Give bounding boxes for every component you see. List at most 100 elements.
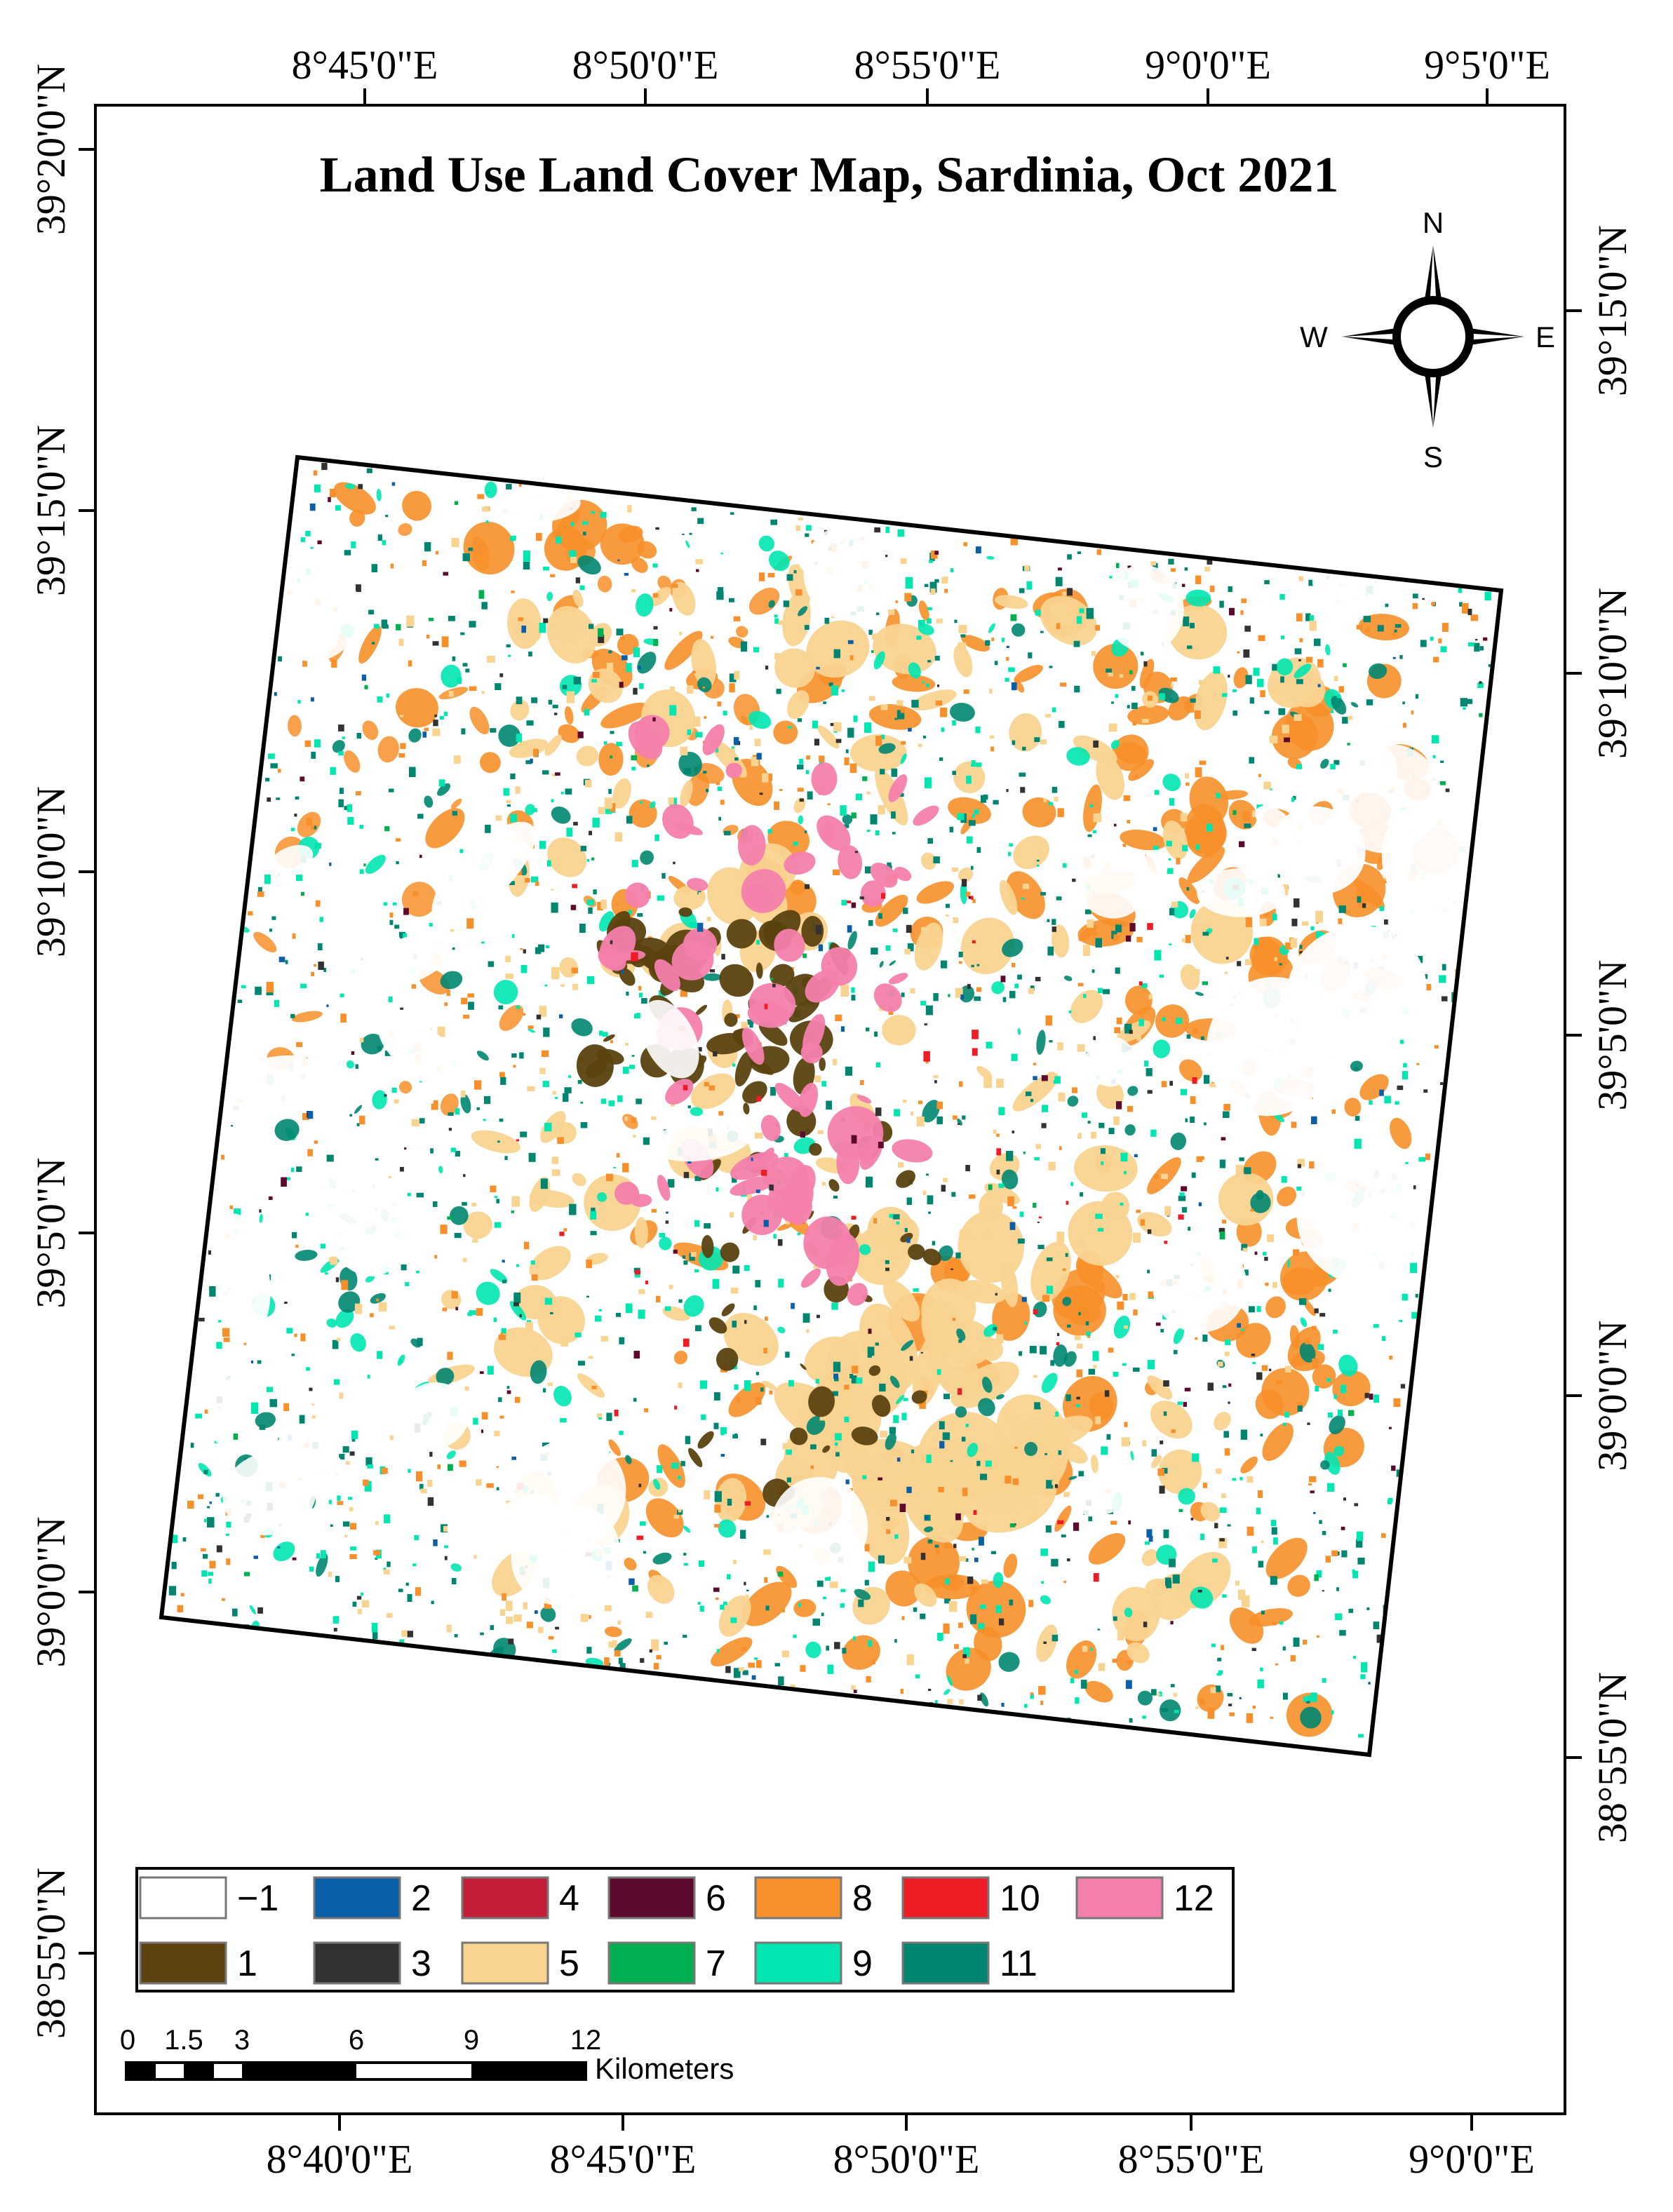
land-cover-pixel <box>1275 1663 1278 1666</box>
land-cover-patch <box>1189 776 1229 825</box>
land-cover-pixel <box>895 600 899 603</box>
land-cover-pixel <box>1336 694 1341 699</box>
land-cover-pixel <box>889 1427 896 1434</box>
land-cover-pixel <box>936 1369 941 1375</box>
land-cover-pixel <box>1115 967 1120 974</box>
land-cover-pixel <box>416 1270 419 1274</box>
land-cover-pixel <box>1242 1248 1248 1252</box>
land-cover-pixel <box>941 960 948 969</box>
land-cover-patch <box>346 1060 354 1069</box>
land-cover-pixel <box>1316 1570 1322 1578</box>
land-cover-pixel <box>840 985 849 997</box>
land-cover-pixel <box>1159 1485 1165 1494</box>
land-cover-pixel <box>645 1612 653 1618</box>
land-cover-patch <box>1137 1212 1172 1237</box>
land-cover-pixel <box>1198 1202 1202 1206</box>
land-cover-pixel <box>673 1514 680 1519</box>
land-cover-pixel <box>787 726 792 729</box>
land-cover-pixel <box>540 1178 548 1189</box>
land-cover-pixel <box>870 814 878 825</box>
land-cover-pixel <box>253 1556 258 1559</box>
land-cover-pixel <box>1186 1034 1191 1039</box>
land-cover-patch <box>817 725 840 749</box>
land-cover-pixel <box>1207 558 1213 565</box>
land-cover-pixel <box>551 889 554 891</box>
land-cover-pixel <box>378 1302 387 1312</box>
land-cover-patch <box>437 783 451 796</box>
land-cover-pixel <box>680 990 687 997</box>
land-cover-pixel <box>508 654 511 657</box>
land-cover-pixel <box>1299 638 1303 642</box>
land-cover-pixel <box>1001 638 1005 642</box>
land-cover-pixel <box>889 1213 894 1218</box>
land-cover-patch <box>701 1235 714 1258</box>
land-cover-pixel <box>683 1085 688 1091</box>
land-cover-pixel <box>703 771 707 774</box>
land-cover-pixel <box>432 641 439 646</box>
land-cover-pixel <box>1282 1646 1286 1651</box>
land-cover-pixel <box>1216 793 1221 798</box>
land-cover-pixel <box>1440 646 1447 652</box>
land-cover-pixel <box>939 1508 943 1511</box>
land-cover-pixel <box>451 947 455 950</box>
land-cover-pixel <box>1106 668 1112 673</box>
land-cover-pixel <box>267 1387 274 1392</box>
land-cover-pixel <box>873 1218 878 1224</box>
land-cover-pixel <box>1430 636 1434 641</box>
land-cover-pixel <box>490 1625 495 1631</box>
land-cover-patch <box>976 1065 993 1079</box>
scale-bar-tick-label: 9 <box>464 2025 479 2056</box>
land-cover-pixel <box>516 696 523 705</box>
land-cover-pixel <box>1125 1680 1132 1690</box>
land-cover-patch <box>811 762 838 796</box>
land-cover-pixel <box>866 1176 873 1188</box>
land-cover-pixel <box>974 996 981 1002</box>
land-cover-pixel <box>1240 610 1244 615</box>
land-cover-pixel <box>1101 1161 1104 1166</box>
land-cover-pixel <box>1279 1621 1284 1625</box>
land-cover-pixel <box>627 505 632 513</box>
land-cover-pixel <box>695 559 703 565</box>
land-cover-pixel <box>1144 1060 1149 1067</box>
land-cover-pixel <box>1203 1074 1210 1084</box>
land-cover-pixel <box>1357 1557 1365 1565</box>
land-cover-pixel <box>1400 1384 1406 1389</box>
land-cover-pixel <box>1080 1680 1087 1689</box>
land-cover-pixel <box>1251 1647 1256 1652</box>
land-cover-pixel <box>1109 576 1113 579</box>
land-cover-pixel <box>1415 694 1419 699</box>
land-cover-pixel <box>481 941 485 944</box>
land-cover-pixel <box>389 912 394 918</box>
land-cover-pixel <box>384 826 390 832</box>
land-cover-pixel <box>443 572 449 576</box>
land-cover-pixel <box>469 621 476 628</box>
land-cover-pixel <box>1035 976 1041 982</box>
land-cover-pixel <box>861 1414 868 1422</box>
land-cover-pixel <box>760 1170 767 1176</box>
land-cover-pixel <box>733 616 741 621</box>
land-cover-pixel <box>1258 1490 1263 1498</box>
land-cover-pixel <box>867 1347 875 1358</box>
land-cover-pixel <box>570 638 574 642</box>
land-cover-pixel <box>1188 1227 1191 1231</box>
land-cover-pixel <box>389 919 394 925</box>
land-cover-pixel <box>1009 1599 1014 1606</box>
land-cover-pixel <box>309 503 316 511</box>
land-cover-pixel <box>341 1280 349 1290</box>
land-cover-pixel <box>1077 551 1082 554</box>
land-cover-pixel <box>1218 1670 1223 1675</box>
land-cover-pixel <box>1050 1360 1055 1366</box>
land-cover-pixel <box>1089 804 1094 808</box>
land-cover-pixel <box>384 1051 391 1056</box>
land-cover-pixel <box>875 1107 882 1117</box>
land-cover-pixel <box>1405 1161 1409 1164</box>
land-cover-pixel <box>1138 981 1143 986</box>
land-cover-pixel <box>1124 1023 1132 1034</box>
land-cover-pixel <box>911 1112 914 1116</box>
land-cover-pixel <box>1209 586 1215 593</box>
land-cover-pixel <box>671 1462 679 1469</box>
land-cover-patch <box>758 1147 774 1168</box>
land-cover-pixel <box>1240 1429 1248 1440</box>
legend-label: 9 <box>852 1943 873 1984</box>
land-cover-patch <box>798 815 804 825</box>
